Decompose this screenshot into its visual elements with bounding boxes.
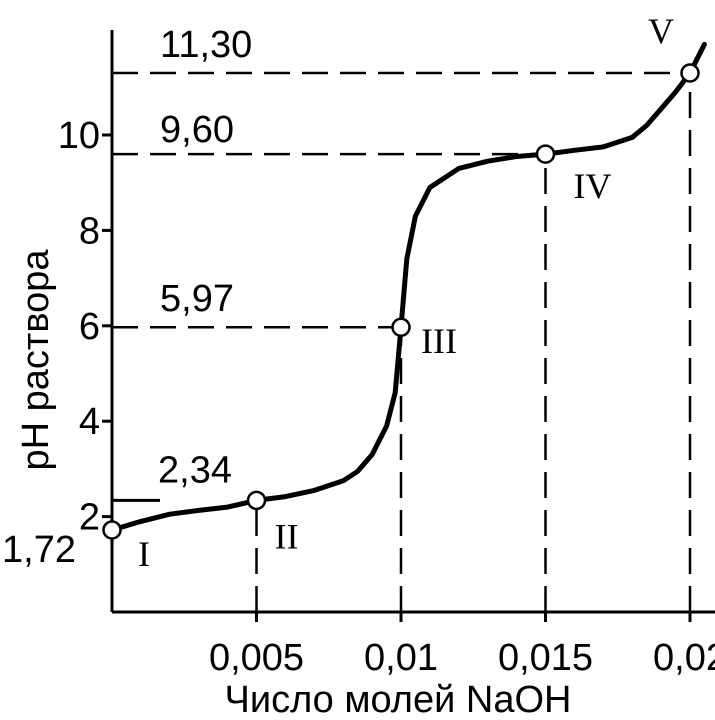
point-label: V <box>648 11 674 51</box>
ph-value-label: 9,60 <box>160 109 234 151</box>
equivalence-point-marker <box>535 144 556 164</box>
ph-value-label: 1,72 <box>2 529 76 571</box>
x-tick-label: 0,015 <box>498 637 593 679</box>
tick-marks <box>102 133 692 622</box>
point-label: II <box>275 516 299 556</box>
equivalence-point-marker <box>102 520 122 540</box>
y-tick-label: 8 <box>79 210 100 252</box>
y-axis-title: pH раствора <box>15 249 57 471</box>
equivalence-point-marker <box>680 63 700 83</box>
y-tick-label: 6 <box>79 306 100 348</box>
y-tick-label: 10 <box>58 115 100 157</box>
point-label: IV <box>574 166 612 206</box>
x-axis-title: Число молей NaOH <box>225 679 572 720</box>
titration-curve <box>109 41 707 533</box>
tick-labels: 2 4 6 8 10 0,005 0,01 0,015 0,02 <box>58 115 715 679</box>
equivalence-point-marker <box>246 490 267 511</box>
ph-value-label: 2,34 <box>158 449 232 491</box>
x-tick-label: 0,02 <box>653 637 715 679</box>
point-label: I <box>138 534 150 574</box>
x-tick-label: 0,005 <box>209 637 304 679</box>
equivalence-point-marker <box>391 317 411 337</box>
ph-value-labels: 1,72 2,34 5,97 9,60 11,30 <box>2 24 252 571</box>
y-tick-label: 2 <box>79 497 100 539</box>
axes <box>110 30 715 614</box>
x-tick-label: 0,01 <box>364 637 438 679</box>
ph-value-label: 11,30 <box>160 24 252 66</box>
ph-value-label: 5,97 <box>160 278 234 320</box>
reference-lines <box>112 71 692 612</box>
y-tick-label: 4 <box>79 401 100 443</box>
equivalence-points <box>102 63 700 540</box>
point-label: III <box>421 321 457 361</box>
